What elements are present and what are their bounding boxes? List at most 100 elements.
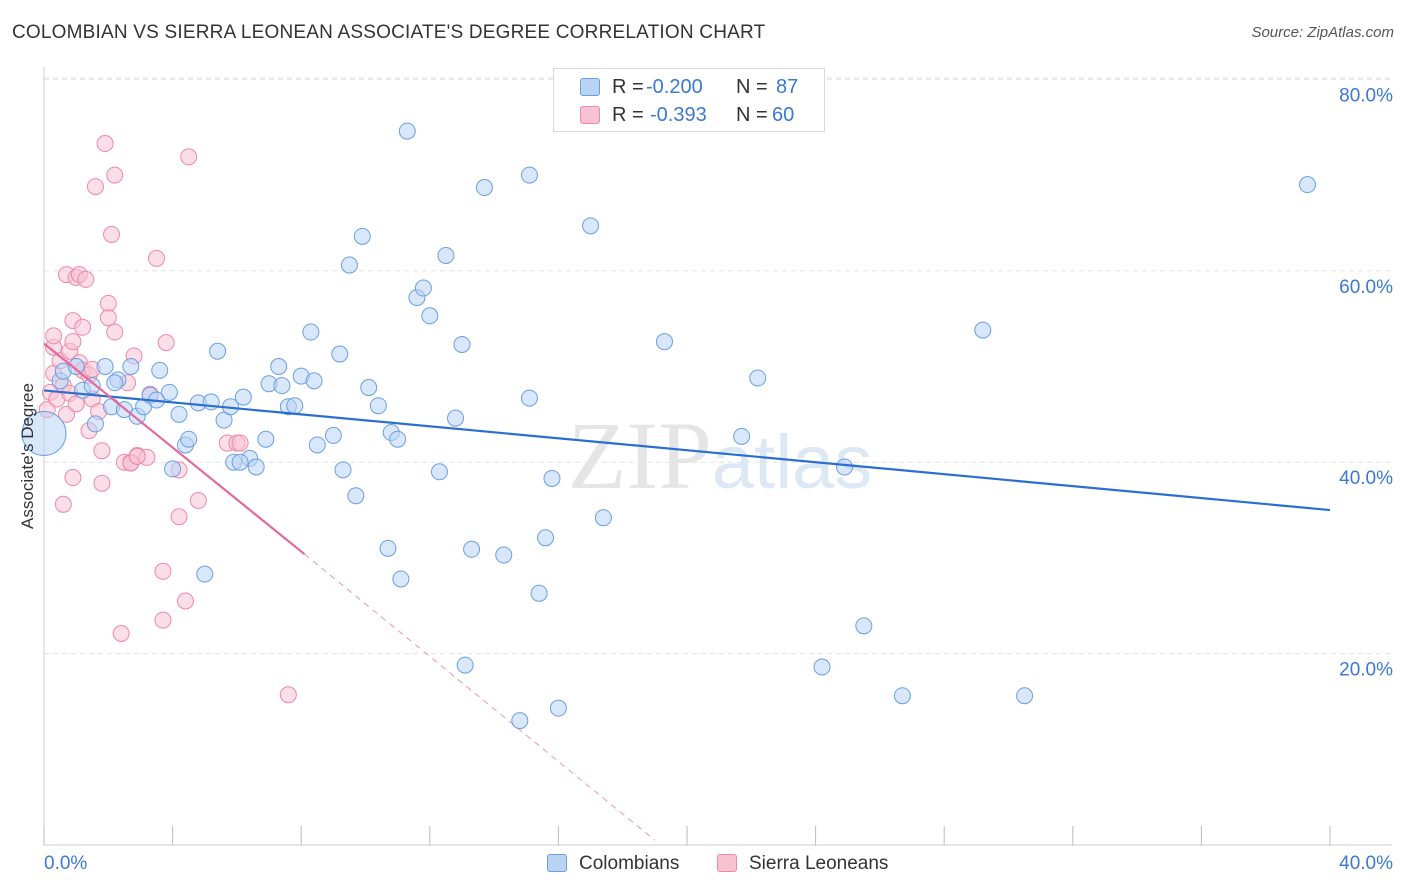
watermark: ZIPatlas: [568, 402, 873, 509]
sierra-leonean-point: [99, 309, 117, 327]
colombian-point: [257, 430, 275, 448]
legend-row-sierra-leoneans: R = -0.393 N = 60: [554, 101, 824, 129]
colombian-point: [437, 246, 455, 264]
colombian-point: [836, 458, 854, 476]
colombian-point: [286, 397, 304, 415]
legend-r-label: R =: [612, 104, 644, 126]
sierra-leonean-point: [99, 294, 117, 312]
sierra-leonean-point: [154, 562, 172, 580]
sierra-leonean-point: [189, 491, 207, 509]
y-tick-label: 80.0%: [1339, 85, 1393, 106]
colombian-point: [974, 321, 992, 339]
colombian-point: [495, 546, 513, 564]
colombian-point: [170, 405, 188, 423]
sierra-leonean-point: [106, 323, 124, 341]
sierra-leonean-point: [58, 405, 76, 423]
colombian-point: [324, 426, 342, 444]
colombian-point: [414, 279, 432, 297]
colombian-point: [302, 323, 320, 341]
sierra-leonean-point: [170, 508, 188, 526]
sierra-leonean-point: [64, 469, 82, 487]
x-tick-label: 0.0%: [44, 853, 87, 874]
colombian-point: [164, 460, 182, 478]
sierra-leonean-point: [157, 334, 175, 352]
chart-title: COLOMBIAN VS SIERRA LEONEAN ASSOCIATE'S …: [12, 22, 766, 43]
sierra-leonean-point: [148, 249, 166, 267]
y-tick-label: 20.0%: [1339, 660, 1393, 681]
legend-n-label: N =: [736, 76, 768, 98]
colombian-point: [530, 584, 548, 602]
colombian-point: [749, 369, 767, 387]
sierra-leonean-point: [279, 686, 297, 704]
trend-lines: [43, 342, 1331, 841]
legend-r-label: R =: [612, 76, 644, 98]
tick-labels: 20.0% 40.0% 60.0% 80.0% 0.0% 40.0%: [44, 85, 1393, 874]
legend-n-value: 87: [776, 76, 799, 98]
bottom-legend-label: Colombians: [579, 853, 680, 874]
sierra-leonean-point: [86, 178, 104, 196]
colombian-point: [655, 333, 673, 351]
colombian-point: [389, 430, 407, 448]
colombian-point: [463, 540, 481, 558]
colombian-point: [582, 217, 600, 235]
colombian-point: [1016, 687, 1034, 705]
colombian-point: [733, 427, 751, 445]
colombian-point: [209, 342, 227, 360]
legend-r-value: -0.393: [650, 104, 707, 126]
colombian-point: [893, 687, 911, 705]
sierra-leonean-point: [154, 611, 172, 629]
colombian-point: [520, 389, 538, 407]
colombian-point: [67, 358, 85, 375]
colombian-point: [537, 529, 555, 547]
colombian-trend-line: [43, 389, 1331, 512]
bottom-swatch-blue: [547, 854, 567, 872]
y-tick-label: 40.0%: [1339, 468, 1393, 489]
sierra-leonean-point: [106, 166, 124, 184]
colombian-point: [234, 388, 252, 406]
watermark-zip: ZIP: [568, 402, 712, 509]
colombian-point: [520, 166, 538, 184]
sierra-leonean-trend-extension: [304, 553, 656, 841]
colombian-point: [543, 469, 561, 487]
colombian-point: [453, 335, 471, 353]
sierra-leonean-point: [93, 442, 111, 460]
sierra-leonean-point: [103, 225, 121, 243]
colombian-point: [21, 410, 67, 456]
colombian-point: [331, 345, 349, 363]
axes: [43, 67, 1392, 846]
colombian-point: [421, 307, 439, 325]
colombian-point: [855, 617, 873, 635]
sierra-leonean-points: [38, 135, 297, 704]
sierra-leonean-point: [176, 592, 194, 610]
source-credit: Source: ZipAtlas.com: [1251, 24, 1394, 41]
sierra-leonean-point: [128, 447, 146, 465]
colombian-point: [160, 383, 178, 401]
y-axis-label: Associate's Degree: [18, 383, 37, 529]
colombian-point: [122, 358, 140, 375]
colombian-point: [398, 122, 416, 140]
colombian-point: [813, 658, 831, 676]
sierra-leonean-point: [54, 495, 72, 513]
sierra-leonean-point: [112, 625, 130, 643]
colombian-point: [340, 256, 358, 274]
y-tick-label: 60.0%: [1339, 277, 1393, 298]
colombian-point: [270, 358, 288, 375]
colombian-point: [430, 463, 448, 481]
colombian-point: [334, 461, 352, 479]
stats-legend: R = -0.200 N = 87 R = -0.393 N = 60: [553, 68, 825, 132]
sierra-leonean-point: [93, 474, 111, 492]
colombian-point: [86, 415, 104, 433]
colombian-point: [475, 179, 493, 197]
bottom-legend-label: Sierra Leoneans: [749, 853, 889, 874]
colombian-point: [511, 712, 529, 730]
colombian-point: [347, 487, 365, 505]
colombian-point: [456, 656, 474, 674]
colombian-point: [273, 377, 291, 395]
sierra-leonean-point: [74, 318, 92, 336]
legend-r-value: -0.200: [646, 76, 703, 98]
colombian-point: [305, 372, 323, 390]
colombian-point: [392, 570, 410, 588]
colombian-point: [353, 227, 371, 245]
legend-n-value: 60: [772, 104, 795, 126]
